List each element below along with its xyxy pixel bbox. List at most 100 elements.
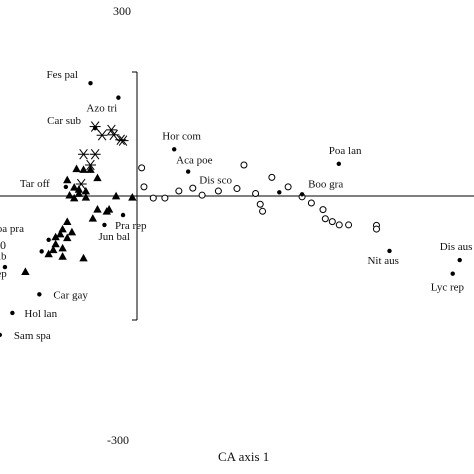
sample-open-circle	[259, 207, 267, 215]
sample-open-circle	[321, 215, 329, 223]
sample-triangle	[51, 239, 60, 248]
sample-open-circle	[240, 161, 248, 169]
sample-open-circle	[345, 221, 353, 229]
species-dot-car-gay	[37, 292, 42, 297]
sample-triangle	[86, 165, 95, 173]
species-label-car-sub: Car sub	[47, 115, 81, 127]
species-label-pra-rep: Pra rep	[115, 220, 147, 232]
species-label-poa-pra: Poa pra	[0, 223, 24, 235]
sample-asterisk	[117, 135, 129, 146]
sample-triangle	[70, 183, 79, 191]
sample-open-circle	[233, 185, 241, 193]
sample-asterisk	[75, 178, 87, 190]
x-tick-label-zero: 0	[0, 238, 6, 252]
sample-open-circle	[335, 221, 343, 229]
species-label-boo-gra: Boo gra	[308, 178, 343, 190]
sample-asterisk	[105, 124, 117, 136]
species-label-tar-off: Tar off	[20, 178, 50, 190]
sample-triangle	[81, 193, 91, 201]
sample-open-circle	[319, 206, 327, 214]
sample-triangle	[70, 193, 79, 202]
species-dot-fes-pal	[88, 80, 93, 86]
sample-triangle	[63, 217, 72, 225]
triangle-samples	[21, 164, 137, 275]
species-dot-ele-alb	[39, 249, 44, 254]
sample-triangle	[67, 227, 77, 236]
sample-open-circle	[307, 199, 315, 207]
open-circle-samples	[138, 161, 380, 233]
species-label-fes-pal: Fes pal	[47, 69, 78, 81]
sample-triangle	[58, 243, 67, 252]
sample-triangle	[56, 229, 65, 238]
species-dot-dis-aus	[457, 257, 462, 263]
sample-triangle	[128, 193, 137, 201]
species-dot-dis-sco	[277, 190, 282, 195]
species-dot-sam-spa	[0, 332, 3, 338]
species-points: Fes pal Azo tri Car sub Hor com Aca poe Poa l…	[0, 69, 472, 342]
sample-triangle	[79, 165, 88, 173]
species-label-hor-com: Hor com	[162, 130, 201, 142]
sample-triangle	[44, 249, 53, 258]
y-tick-label-bottom: -300	[107, 433, 129, 447]
sample-open-circle	[284, 183, 292, 191]
sample-triangle	[65, 190, 74, 199]
sample-open-circle	[149, 194, 157, 202]
species-dot-boo-gra	[299, 192, 305, 197]
species-dot-azo-tri	[116, 95, 121, 100]
sample-open-circle	[189, 184, 197, 192]
species-dot-tri-rep	[2, 264, 8, 270]
sample-triangle	[74, 189, 84, 197]
sample-triangle	[88, 214, 98, 222]
sample-triangle	[79, 253, 88, 262]
species-dot-hor-com	[172, 147, 177, 152]
sample-open-circle	[252, 190, 260, 198]
species-label-sam-spa: Sam spa	[14, 330, 51, 342]
sample-open-circle	[214, 187, 222, 195]
y-tick-label-top: 300	[113, 4, 131, 18]
x-axis-title: CA axis 1	[218, 449, 269, 464]
species-dot-jun-bal	[102, 222, 107, 228]
sample-triangle	[93, 205, 102, 213]
sample-triangle	[74, 185, 84, 193]
sample-triangle	[104, 205, 114, 213]
sample-triangle	[58, 252, 67, 260]
species-label-lyc-rep: Lyc rep	[431, 282, 465, 294]
sample-triangle	[111, 191, 121, 200]
sample-asterisk	[115, 134, 127, 146]
sample-triangle	[21, 267, 30, 275]
species-label-nit-aus: Nit aus	[367, 255, 398, 267]
species-label-poa-lan: Poa lan	[329, 145, 362, 157]
species-dot-car-sub	[92, 126, 98, 131]
species-dot-poa-lan	[336, 161, 342, 166]
sample-triangle	[93, 173, 102, 182]
sample-open-circle	[161, 194, 169, 202]
species-label-ele-alb: Ele alb	[0, 250, 7, 262]
sample-asterisk	[96, 129, 108, 141]
sample-triangle	[63, 175, 72, 184]
sample-asterisk	[78, 148, 90, 160]
species-dot-pra-rep	[120, 212, 126, 218]
sample-open-circle	[268, 173, 276, 181]
sample-triangle	[49, 245, 58, 254]
species-label-jun-bal: Jun bal	[98, 231, 129, 243]
species-dot-aca-poe	[185, 169, 191, 174]
sample-asterisk	[89, 148, 101, 160]
sample-triangle	[63, 233, 72, 242]
sample-open-circle	[256, 200, 264, 208]
species-dot-hol-lan	[10, 310, 15, 316]
species-label-tri-rep: Tri rep	[0, 268, 7, 280]
species-label-azo-tri: Azo tri	[86, 103, 117, 115]
sample-open-circle	[175, 187, 183, 195]
species-label-dis-aus: Dis aus	[440, 241, 473, 253]
sample-triangle	[81, 186, 91, 195]
species-label-hol-lan: Hol lan	[24, 308, 57, 320]
sample-asterisk	[85, 159, 96, 171]
species-label-dis-sco: Dis sco	[199, 174, 232, 186]
sample-triangle	[72, 164, 81, 173]
asterisk-samples	[75, 121, 129, 190]
sample-open-circle	[138, 164, 146, 172]
species-dot-tar-off	[63, 184, 69, 190]
sample-open-circle	[328, 218, 336, 226]
sample-triangle	[51, 232, 60, 241]
